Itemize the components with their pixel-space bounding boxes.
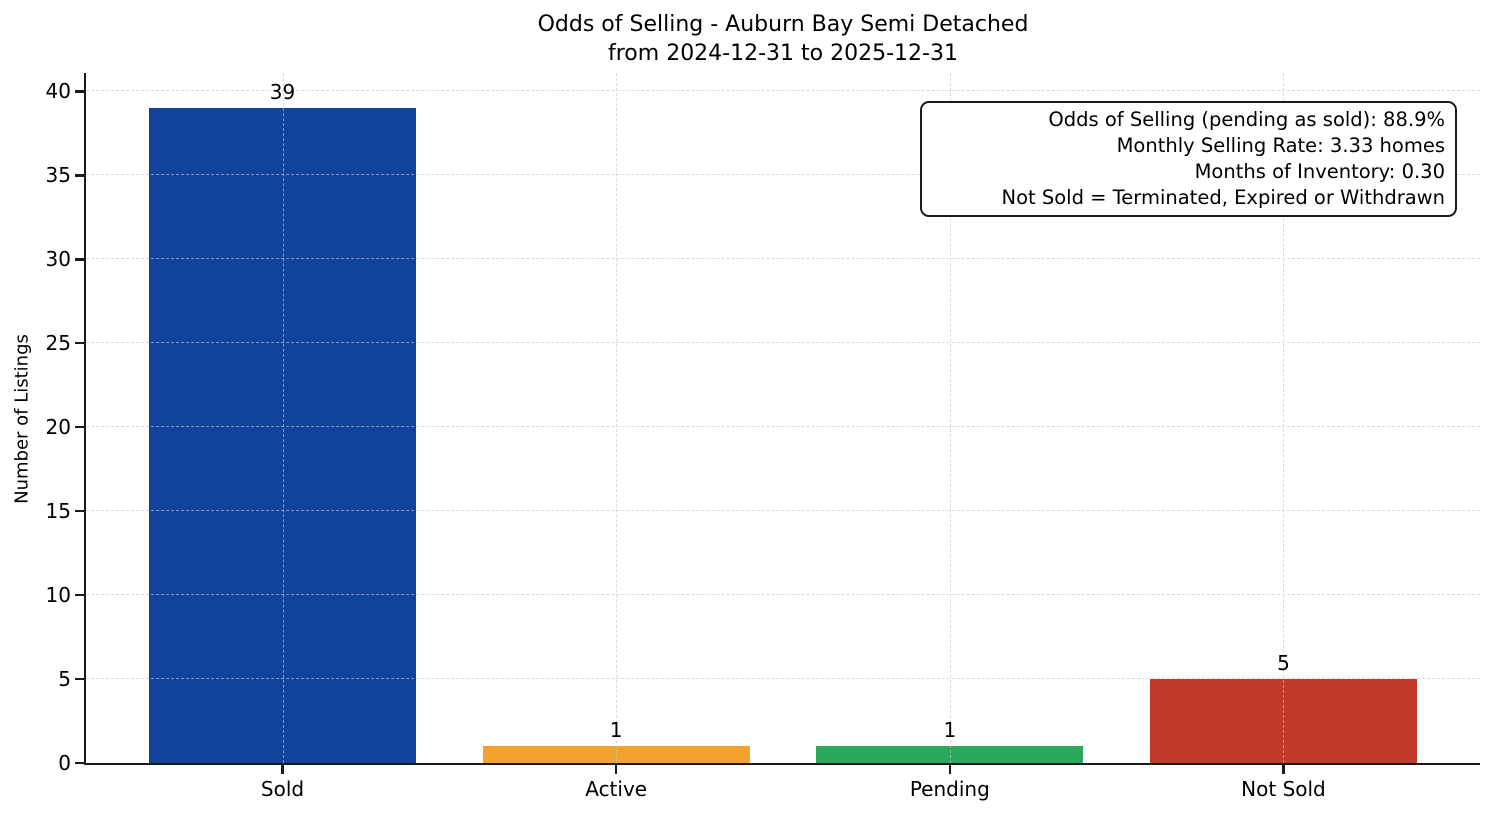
y-tick-mark <box>75 90 84 93</box>
bar-value-label: 1 <box>943 718 957 743</box>
y-tick-mark <box>75 426 84 429</box>
annotation-months-of-inventory: Months of Inventory: 0.30 <box>1194 160 1445 183</box>
y-tick-label: 0 <box>58 751 71 775</box>
annotation-not-sold-definition: Not Sold = Terminated, Expired or Withdr… <box>1001 186 1445 209</box>
x-tick-label: Not Sold <box>1241 777 1326 801</box>
x-tick-label: Active <box>585 777 648 801</box>
annotation-monthly-selling-rate: Monthly Selling Rate: 3.33 homes <box>1116 134 1445 157</box>
y-tick-label: 15 <box>45 499 71 524</box>
y-tick-label: 35 <box>45 163 71 188</box>
plot-area: Odds of Selling (pending as sold): 88.9%… <box>84 73 1480 765</box>
x-tick-mark <box>281 765 284 774</box>
y-tick-mark <box>75 761 84 765</box>
y-tick-mark <box>75 174 84 177</box>
annotation-box: Odds of Selling (pending as sold): 88.9%… <box>920 101 1457 217</box>
bar-not-sold <box>1150 679 1417 763</box>
bar-value-label: 1 <box>609 718 623 743</box>
y-tick-label: 5 <box>58 667 71 692</box>
y-tick-label: 25 <box>45 331 71 356</box>
y-tick-label: 10 <box>45 583 71 608</box>
y-tick-mark <box>75 677 84 681</box>
bar-pending <box>816 746 1084 763</box>
x-tick-mark <box>614 765 618 774</box>
x-tick-label: Sold <box>260 777 305 801</box>
x-tick-mark <box>1282 765 1285 774</box>
y-tick-mark <box>75 509 84 513</box>
v-gridline <box>616 73 618 763</box>
bar-active <box>482 746 750 763</box>
x-tick-mark <box>948 765 952 774</box>
y-tick-label: 40 <box>45 79 71 104</box>
bar-value-label: 5 <box>1277 651 1290 676</box>
bar-value-label: 39 <box>269 80 296 105</box>
annotation-odds-of-selling: Odds of Selling (pending as sold): 88.9% <box>1048 108 1445 131</box>
chart-title-line2: from 2024-12-31 to 2025-12-31 <box>608 41 958 66</box>
x-tick-label: Pending <box>909 777 990 801</box>
y-tick-mark <box>75 593 84 597</box>
chart-title: Odds of Selling - Auburn Bay Semi Detach… <box>86 10 1480 68</box>
chart-title-line1: Odds of Selling - Auburn Bay Semi Detach… <box>537 12 1029 37</box>
y-tick-mark <box>75 342 84 345</box>
y-tick-label: 20 <box>45 415 71 440</box>
y-tick-mark <box>75 258 84 261</box>
y-tick-label: 30 <box>45 247 71 272</box>
bar-sold <box>149 108 416 763</box>
